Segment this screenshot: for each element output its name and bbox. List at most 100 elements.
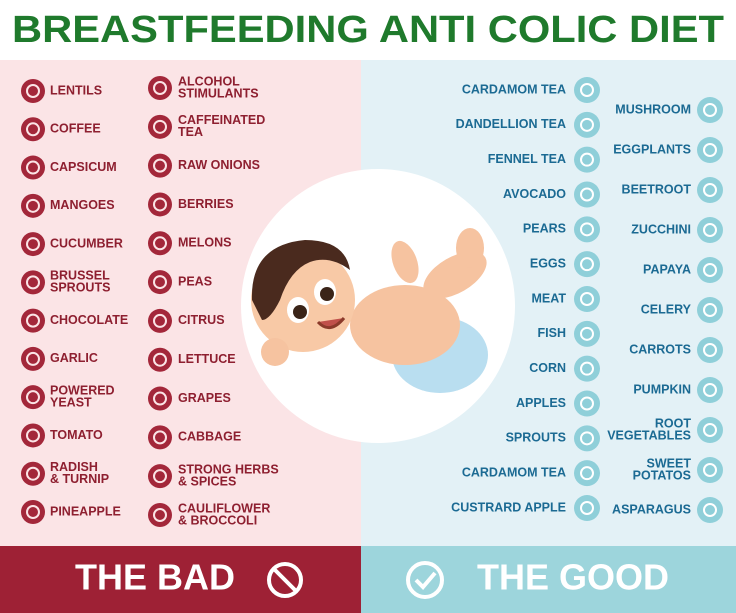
food-icon-detail (153, 236, 167, 251)
food-label: STIMULANTS (178, 86, 259, 100)
food-icon (148, 76, 172, 100)
food-icon-detail (580, 117, 594, 132)
food-icon-detail (580, 222, 594, 237)
food-icon (21, 232, 45, 257)
food-icon-detail (26, 160, 40, 175)
food-icon-detail (703, 463, 717, 477)
food-label: CARROTS (629, 342, 691, 356)
food-icon-detail (580, 326, 594, 341)
food-icon (697, 217, 723, 243)
food-label: EGGPLANTS (613, 142, 691, 156)
food-icon (574, 355, 600, 382)
food-icon-detail (153, 313, 167, 328)
food-label: YEAST (50, 395, 92, 409)
food-label: FISH (538, 326, 566, 340)
food-icon-detail (703, 183, 717, 197)
food-icon (697, 257, 723, 283)
food-icon-detail (153, 508, 167, 522)
food-icon (697, 177, 723, 203)
food-icon (574, 216, 600, 243)
baby-illustration (241, 169, 515, 443)
food-icon (148, 270, 172, 295)
food-icon (148, 425, 172, 450)
food-icon-detail (153, 275, 167, 290)
food-icon-detail (703, 143, 717, 157)
food-icon-detail (26, 351, 40, 366)
food-label: POWERED (50, 383, 115, 397)
food-label: PEARS (523, 222, 566, 236)
food-icon (148, 308, 172, 333)
food-label: CUSTRARD APPLE (451, 500, 566, 514)
food-icon (21, 346, 45, 371)
food-icon (697, 97, 723, 123)
food-icon-detail (580, 83, 594, 97)
food-icon (21, 117, 45, 142)
food-icon-detail (580, 187, 594, 202)
food-icon-detail (703, 103, 717, 117)
food-icon (148, 503, 172, 527)
food-icon (21, 155, 45, 180)
food-icon-detail (703, 383, 717, 397)
food-icon-detail (703, 223, 717, 237)
food-icon (574, 286, 600, 312)
food-icon (574, 425, 600, 452)
food-label: RADISH (50, 460, 98, 474)
food-icon-detail (26, 275, 40, 290)
food-label: CELERY (641, 302, 692, 316)
food-icon-detail (703, 343, 717, 357)
food-icon (148, 192, 172, 217)
food-icon (697, 457, 723, 483)
food-icon (21, 308, 45, 333)
food-icon-detail (153, 430, 167, 445)
food-label: CARDAMOM TEA (462, 465, 566, 479)
food-label: CAULIFLOWER (178, 501, 270, 515)
food-label: EGGS (530, 256, 566, 270)
food-icon (697, 297, 723, 323)
food-icon (574, 460, 600, 487)
food-icon (148, 231, 172, 256)
food-label: SPROUTS (50, 281, 110, 295)
food-icon (21, 270, 45, 295)
food-icon-detail (580, 431, 594, 446)
food-icon (21, 193, 45, 218)
ban-icon (267, 562, 303, 598)
food-icon (697, 497, 723, 523)
food-icon-detail (580, 292, 594, 306)
food-icon-detail (26, 313, 40, 328)
check-icon (406, 561, 444, 599)
good-footer (361, 546, 736, 613)
food-label: CARDAMOM TEA (462, 82, 566, 96)
food-label: CITRUS (178, 313, 225, 327)
food-icon (574, 390, 600, 417)
food-icon-detail (153, 119, 167, 134)
food-icon (21, 423, 45, 448)
food-icon-detail (153, 469, 167, 484)
food-label: ROOT (655, 416, 691, 430)
food-label: FENNEL TEA (488, 152, 566, 166)
food-label: PINEAPPLE (50, 504, 121, 518)
food-icon (148, 464, 172, 489)
food-icon (574, 111, 600, 138)
food-icon (574, 77, 600, 103)
food-icon-detail (580, 257, 594, 272)
food-label: MELONS (178, 236, 231, 250)
food-label: ALCOHOL (178, 74, 240, 88)
food-icon-detail (26, 466, 40, 481)
food-label: & BROCCOLI (178, 513, 257, 527)
food-icon-detail (153, 391, 167, 406)
food-icon (148, 386, 172, 411)
food-label: AVOCADO (503, 187, 566, 201)
food-icon-detail (703, 503, 717, 517)
food-label: MEAT (532, 291, 567, 305)
food-icon-detail (153, 352, 167, 367)
food-icon-detail (580, 396, 594, 411)
food-label: TEA (178, 125, 203, 139)
food-label: RAW ONIONS (178, 158, 260, 172)
food-icon-detail (26, 390, 40, 405)
food-label: ZUCCHINI (631, 222, 691, 236)
food-label: SWEET (647, 456, 692, 470)
food-icon-detail (153, 158, 167, 173)
food-icon-detail (580, 466, 594, 481)
food-icon-detail (703, 263, 717, 277)
food-label: MUSHROOM (615, 102, 691, 116)
